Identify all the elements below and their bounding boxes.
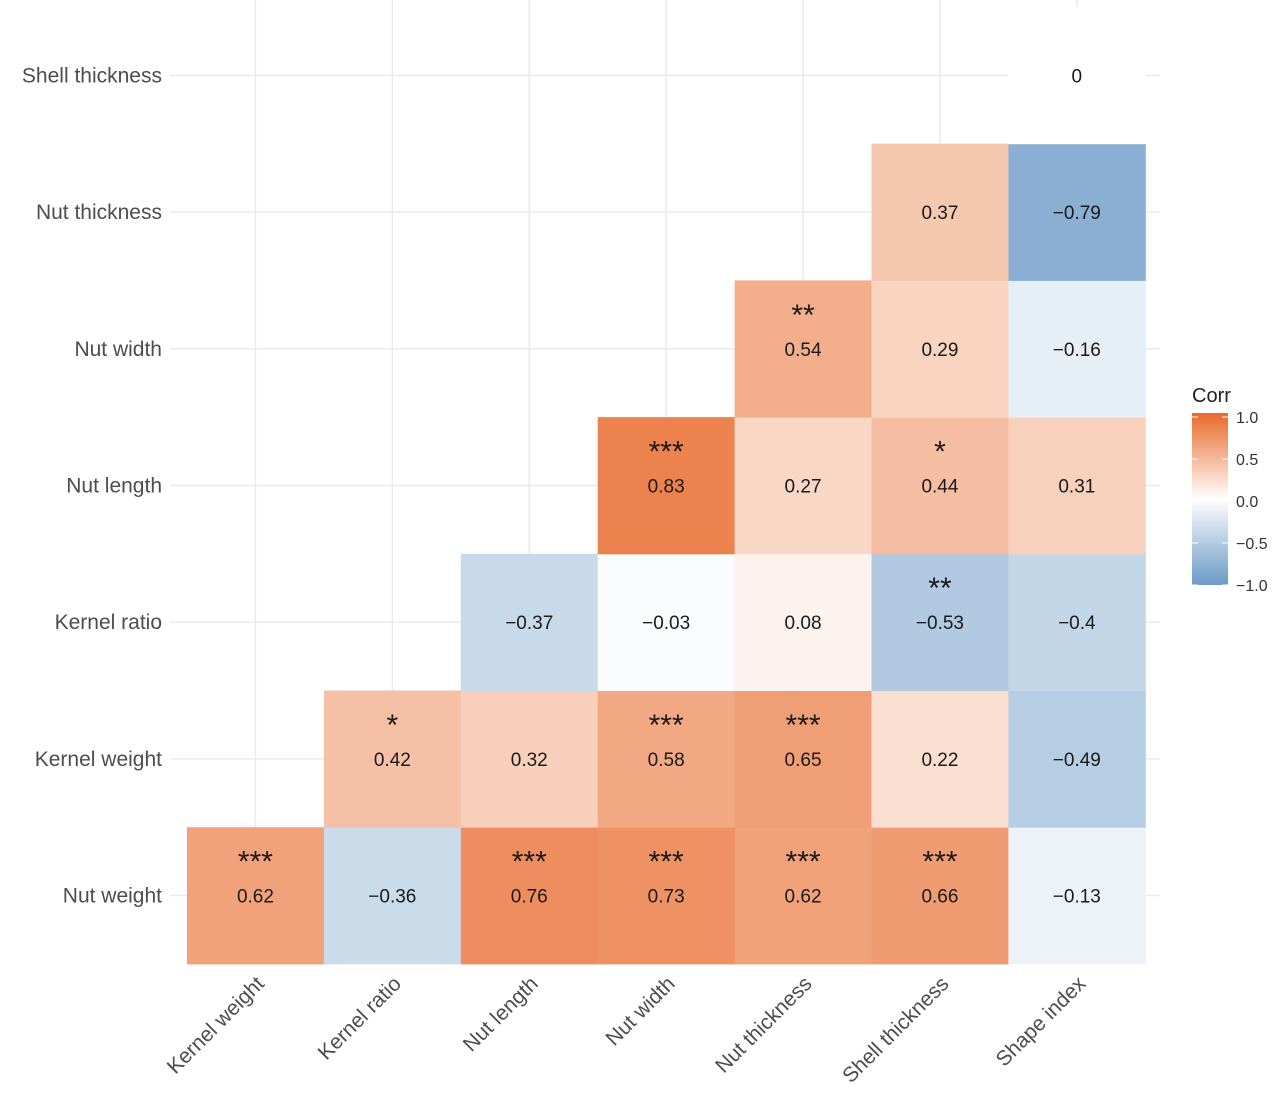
legend-tick-label: −0.5	[1236, 536, 1268, 553]
y-tick-label: Kernel weight	[35, 748, 162, 771]
heatmap-cell	[597, 690, 736, 828]
legend: Corr 1.0 0.5 0.0 −0.5 −1.0	[1192, 385, 1268, 595]
heatmap-cell	[1008, 553, 1146, 691]
y-tick-label: Kernel ratio	[55, 611, 162, 634]
cell-value-label: 0.62	[785, 887, 822, 908]
significance-stars: ***	[649, 435, 684, 468]
y-tick-label: Nut length	[66, 474, 162, 497]
cell-value-label: 0.83	[648, 476, 685, 497]
cell-value-label: 0.27	[785, 476, 822, 497]
heatmap-cell	[871, 553, 1009, 691]
heatmap-cell	[1008, 690, 1146, 828]
cell-value-label: −0.4	[1058, 613, 1096, 634]
x-tick-label: Shape index	[992, 972, 1091, 1071]
x-tick-label: Nut thickness	[711, 972, 816, 1077]
y-tick-label: Nut thickness	[36, 201, 162, 224]
heatmap-cell	[1008, 827, 1146, 965]
significance-stars: ***	[922, 846, 957, 879]
y-tick-label: Nut width	[74, 338, 162, 361]
heatmap-cell	[734, 417, 872, 555]
cell-value-label: 0.22	[921, 750, 958, 771]
legend-tick-label: 1.0	[1236, 410, 1258, 427]
y-tick-label: Nut weight	[63, 885, 162, 908]
cell-value-label: 0.37	[921, 203, 958, 224]
cell-value-label: 0.42	[374, 750, 411, 771]
y-axis-labels: Shell thickness Nut thickness Nut width Nut…	[22, 64, 162, 907]
cell-value-label: −0.49	[1053, 750, 1101, 771]
heatmap-cell	[871, 690, 1009, 828]
heatmap-cell	[460, 827, 599, 965]
cell-value-label: 0.31	[1058, 476, 1095, 497]
heatmap-cell	[734, 280, 872, 418]
legend-tick-label: 0.0	[1236, 494, 1258, 511]
heatmap-cell	[1008, 143, 1146, 281]
cell-value-label: 0.73	[648, 887, 685, 908]
cell-value-label: 0	[1072, 66, 1083, 87]
cell-value-label: 0.58	[648, 750, 685, 771]
x-tick-label: Kernel ratio	[314, 972, 406, 1064]
x-tick-label: Kernel weight	[163, 972, 269, 1078]
legend-tick-label: 0.5	[1236, 452, 1258, 469]
significance-stars: ***	[238, 846, 273, 879]
significance-stars: **	[928, 572, 952, 605]
significance-stars: ***	[649, 846, 684, 879]
significance-stars: ***	[786, 709, 821, 742]
significance-stars: ***	[512, 846, 547, 879]
cell-value-label: −0.53	[916, 613, 964, 634]
x-axis-labels: Kernel weight Kernel ratio Nut length Nut w…	[163, 972, 1091, 1088]
cell-value-label: 0.44	[921, 476, 958, 497]
cell-value-label: −0.16	[1053, 340, 1101, 361]
cell-value-label: 0.65	[785, 750, 822, 771]
significance-stars: ***	[786, 846, 821, 879]
cell-value-label: 0.76	[511, 887, 548, 908]
significance-stars: **	[791, 299, 815, 332]
cell-value-label: 0.29	[921, 340, 958, 361]
heatmap-cell	[1008, 280, 1146, 418]
heatmap-cell	[734, 690, 872, 828]
x-tick-label: Nut length	[459, 972, 543, 1056]
cell-value-label: −0.36	[368, 887, 416, 908]
cell-value-label: 0.08	[785, 613, 822, 634]
legend-tick-label: −1.0	[1236, 578, 1268, 595]
x-tick-label: Nut width	[602, 972, 680, 1050]
heatmap-cell	[871, 280, 1009, 418]
heatmap-cell	[460, 690, 599, 828]
significance-stars: *	[387, 709, 399, 742]
heatmap-cell	[871, 827, 1009, 965]
cell-value-label: 0.32	[511, 750, 548, 771]
heatmap-cell	[187, 827, 325, 965]
cell-value-label: 0.66	[921, 887, 958, 908]
significance-stars: ***	[649, 709, 684, 742]
legend-colorbar	[1192, 413, 1228, 585]
heatmap-cell	[1008, 417, 1146, 555]
heatmap-cells: 0.62***−0.36 0.76***0.73***0.62***0.66***…	[187, 7, 1146, 965]
cell-value-label: 0.62	[237, 887, 274, 908]
x-tick-label: Shell thickness	[838, 972, 953, 1087]
heatmap-cell	[597, 553, 736, 691]
cell-value-label: −0.37	[505, 613, 553, 634]
heatmap-cell	[597, 417, 736, 555]
heatmap-cell	[323, 690, 462, 828]
legend-title: Corr	[1192, 385, 1231, 407]
y-tick-label: Shell thickness	[22, 64, 162, 87]
cell-value-label: 0.54	[785, 340, 822, 361]
heatmap-cell	[460, 553, 599, 691]
cell-value-label: −0.03	[642, 613, 690, 634]
heatmap-cell	[1008, 7, 1146, 145]
heatmap-cell	[871, 417, 1009, 555]
cell-value-label: −0.79	[1053, 203, 1101, 224]
heatmap-cell	[734, 827, 872, 965]
heatmap-cell	[734, 553, 872, 691]
heatmap-cell	[871, 143, 1009, 281]
heatmap-cell	[323, 827, 462, 965]
significance-stars: *	[934, 435, 946, 468]
heatmap-cell	[597, 827, 736, 965]
cell-value-label: −0.13	[1053, 887, 1101, 908]
